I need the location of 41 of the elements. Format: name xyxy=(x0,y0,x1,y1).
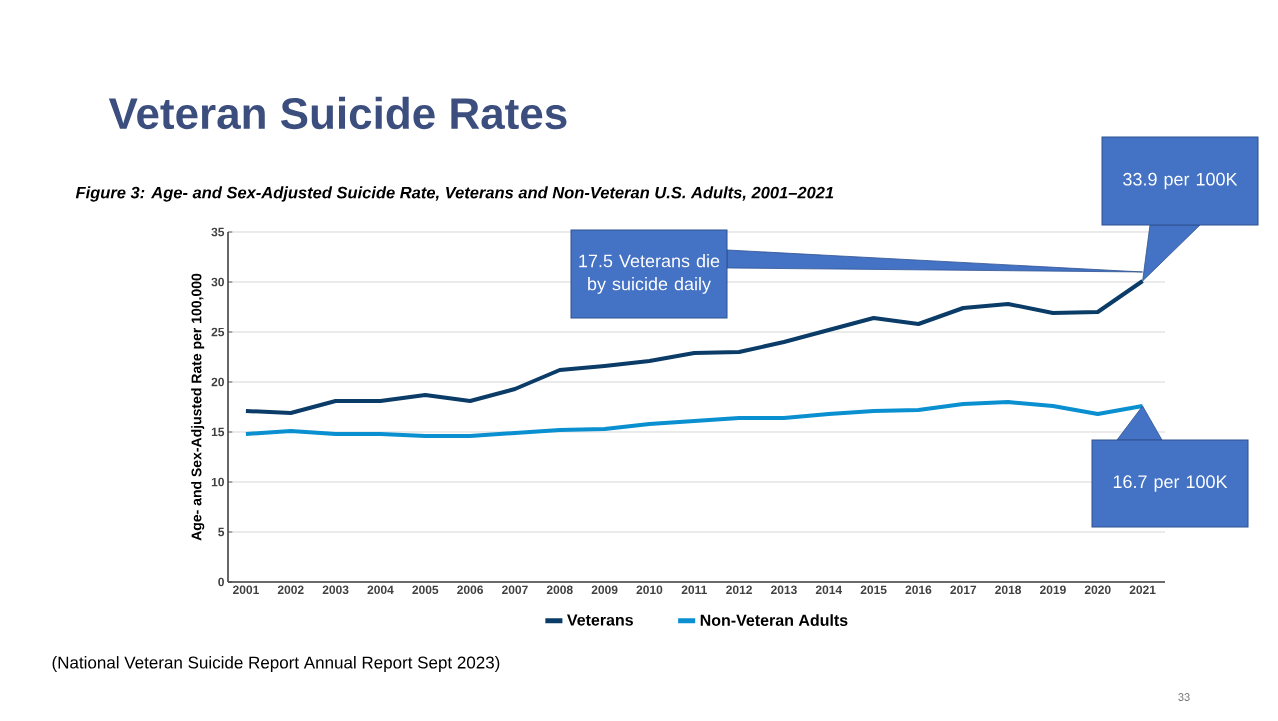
x-tick-label: 2015 xyxy=(860,585,887,595)
y-axis-title: Age- and Sex-Adjusted Rate per 100,000 xyxy=(191,273,205,541)
text: 33 xyxy=(1178,693,1190,701)
annotation: 17.5 Veterans die by suicide daily xyxy=(579,254,720,294)
chart-title: Veteran Suicide Rates xyxy=(108,96,567,130)
x-tick-label: 2005 xyxy=(412,585,439,595)
x-tick-label: 2004 xyxy=(367,585,394,595)
x-tick-label: 2006 xyxy=(457,585,484,595)
x-tick-label: 2008 xyxy=(546,585,573,595)
legend-label: Veterans xyxy=(567,614,633,626)
y-tick-label: 0 xyxy=(218,577,224,587)
text: (National Veteran Suicide Report Annual Report Sept 2023) xyxy=(52,656,500,672)
legend-label: Non-Veteran Adults xyxy=(700,614,848,626)
y-tick-label: 35 xyxy=(211,227,225,237)
y-tick-label: 10 xyxy=(211,477,224,487)
x-tick-label: 2002 xyxy=(277,585,304,595)
x-tick-label: 2003 xyxy=(322,585,349,595)
y-tick-label: 15 xyxy=(211,427,225,437)
y-tick-label: 5 xyxy=(218,527,225,537)
x-tick-label: 2014 xyxy=(815,585,843,595)
x-tick-label: 2021 xyxy=(1129,585,1156,595)
x-tick-label: 2012 xyxy=(726,585,752,595)
text: 33.9 per 100K xyxy=(1123,172,1238,190)
x-tick-label: 2019 xyxy=(1040,585,1066,595)
y-tick-label: 25 xyxy=(211,327,225,337)
x-tick-label: 2018 xyxy=(995,585,1022,595)
x-tick-label: 2016 xyxy=(905,585,932,595)
annotation: 16.7 per 100K xyxy=(1113,475,1228,492)
line-series xyxy=(243,279,1145,415)
line-series xyxy=(243,400,1145,438)
x-tick-label: 2009 xyxy=(591,585,618,595)
x-tick-label: 2001 xyxy=(233,585,259,595)
x-tick-label: 2007 xyxy=(502,585,528,595)
x-tick-label: 2011 xyxy=(681,585,707,595)
y-tick-label: 20 xyxy=(211,377,224,387)
x-tick-label: 2010 xyxy=(636,585,663,595)
chart-subtitle: Figure 3: Age- and Sex-Adjusted Suicide Rate, Veterans and Non-Veteran U.S. Adults, 2001–2021 xyxy=(75,186,834,202)
y-tick-label: 30 xyxy=(211,277,224,287)
x-tick-label: 2017 xyxy=(950,585,977,595)
x-tick-label: 2020 xyxy=(1084,585,1111,595)
x-tick-label: 2013 xyxy=(771,585,797,595)
